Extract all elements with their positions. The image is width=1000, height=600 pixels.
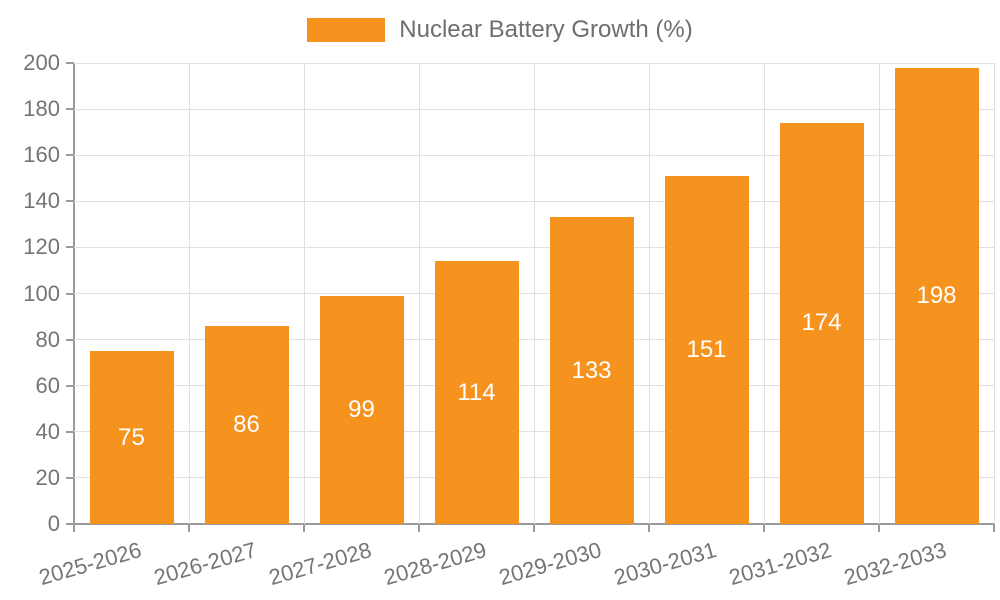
x-axis-tick bbox=[188, 524, 190, 532]
y-axis-label: 60 bbox=[35, 372, 60, 398]
v-gridline bbox=[648, 63, 650, 524]
x-axis-label: 2030-2031 bbox=[611, 537, 720, 591]
y-axis-tick bbox=[66, 338, 74, 341]
x-axis-label: 2026-2027 bbox=[151, 537, 260, 591]
y-axis-tick bbox=[66, 476, 74, 479]
y-axis-label: 200 bbox=[23, 50, 60, 75]
x-axis-tick bbox=[648, 524, 650, 532]
v-gridline bbox=[878, 63, 880, 524]
v-gridline bbox=[418, 63, 420, 524]
y-axis-tick bbox=[66, 523, 74, 525]
bar-value-label: 133 bbox=[571, 356, 612, 384]
bar-2027-2028: 99 bbox=[319, 295, 404, 524]
y-axis-tick bbox=[66, 62, 74, 64]
x-axis-label: 2028-2029 bbox=[381, 537, 490, 591]
legend-label: Nuclear Battery Growth (%) bbox=[399, 16, 693, 43]
bar-value-label: 75 bbox=[118, 423, 145, 451]
bar-2028-2029: 114 bbox=[434, 261, 519, 524]
y-axis-label: 40 bbox=[35, 418, 60, 444]
y-axis-tick bbox=[66, 108, 74, 111]
v-gridline bbox=[303, 63, 305, 524]
y-axis-label: 140 bbox=[23, 188, 60, 214]
bar-value-label: 198 bbox=[916, 281, 957, 309]
x-axis-label: 2031-2032 bbox=[726, 537, 835, 591]
bar-value-label: 151 bbox=[686, 335, 727, 363]
y-axis-tick bbox=[66, 292, 74, 295]
bar-value-label: 114 bbox=[457, 378, 496, 406]
x-axis-tick bbox=[533, 524, 535, 532]
x-axis-tick bbox=[878, 524, 880, 532]
y-axis-tick bbox=[66, 200, 74, 203]
bar-value-label: 86 bbox=[233, 410, 260, 438]
plot-area: 75 86 99 114 133 151 174 198 bbox=[73, 62, 995, 525]
y-axis-label: 180 bbox=[23, 96, 60, 122]
bar-2032-2033: 198 bbox=[894, 67, 979, 524]
y-axis-label: 160 bbox=[23, 142, 60, 168]
y-axis-tick bbox=[66, 154, 74, 157]
x-axis-label: 2025-2026 bbox=[36, 537, 145, 591]
x-axis-tick bbox=[418, 524, 420, 532]
y-axis-label: 20 bbox=[35, 464, 60, 490]
bar-value-label: 99 bbox=[348, 395, 375, 423]
x-axis-tick bbox=[73, 524, 75, 532]
legend-swatch bbox=[307, 18, 386, 42]
v-gridline bbox=[188, 63, 190, 524]
bar-2026-2027: 86 bbox=[204, 325, 289, 524]
x-axis-label: 2029-2030 bbox=[496, 537, 605, 591]
v-gridline bbox=[763, 63, 765, 524]
y-axis-label: 80 bbox=[35, 326, 60, 352]
x-axis-label: 2032-2033 bbox=[841, 537, 950, 591]
bar-2029-2030: 133 bbox=[549, 217, 634, 524]
y-axis-tick bbox=[66, 246, 74, 249]
v-gridline bbox=[533, 63, 535, 524]
y-axis-tick bbox=[66, 430, 74, 433]
x-axis-tick bbox=[763, 524, 765, 532]
x-axis-tick bbox=[303, 524, 305, 532]
bar-2025-2026: 75 bbox=[89, 351, 174, 524]
legend: Nuclear Battery Growth (%) bbox=[0, 14, 1000, 46]
y-axis-tick bbox=[66, 384, 74, 387]
y-axis-label: 100 bbox=[23, 280, 60, 306]
x-axis-tick bbox=[993, 524, 995, 532]
y-axis-label: 0 bbox=[47, 511, 60, 536]
bar-2030-2031: 151 bbox=[664, 175, 749, 524]
v-gridline bbox=[993, 63, 995, 524]
y-axis-label: 120 bbox=[23, 234, 60, 260]
bar-value-label: 174 bbox=[801, 309, 842, 337]
bar-2031-2032: 174 bbox=[779, 122, 864, 524]
x-axis-label: 2027-2028 bbox=[266, 537, 375, 591]
